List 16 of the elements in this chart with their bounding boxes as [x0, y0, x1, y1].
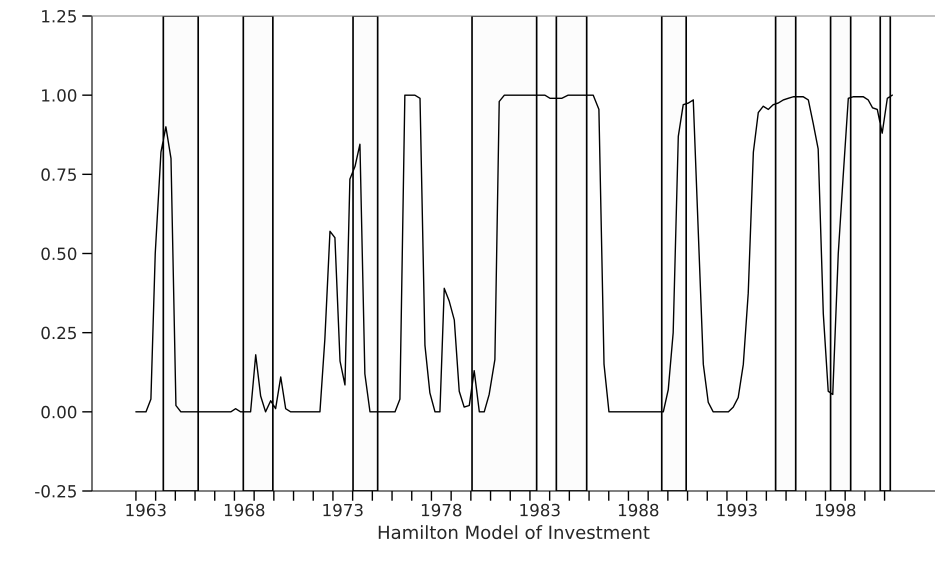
y-tick-label: -0.25	[35, 484, 76, 498]
x-tick-label: 1988	[618, 504, 658, 516]
x-tick-label: 1968	[224, 504, 264, 516]
x-axis-title: Hamilton Model of Investment	[378, 525, 650, 540]
x-tick-label: 1998	[816, 504, 856, 516]
x-tick-label: 1983	[520, 504, 560, 516]
x-tick-label: 1978	[422, 504, 462, 516]
y-tick-label: 0.00	[41, 406, 76, 418]
y-tick-label: 1.25	[42, 10, 76, 23]
x-tick-label: 1993	[717, 504, 757, 516]
x-tick-label: 1963	[126, 504, 166, 516]
x-tick-label: 1973	[323, 504, 363, 516]
y-tick-label: 0.50	[41, 247, 76, 260]
y-tick-label: 1.00	[42, 89, 76, 102]
y-tick-label: 0.75	[41, 168, 76, 181]
y-tick-label: 0.25	[41, 326, 76, 340]
